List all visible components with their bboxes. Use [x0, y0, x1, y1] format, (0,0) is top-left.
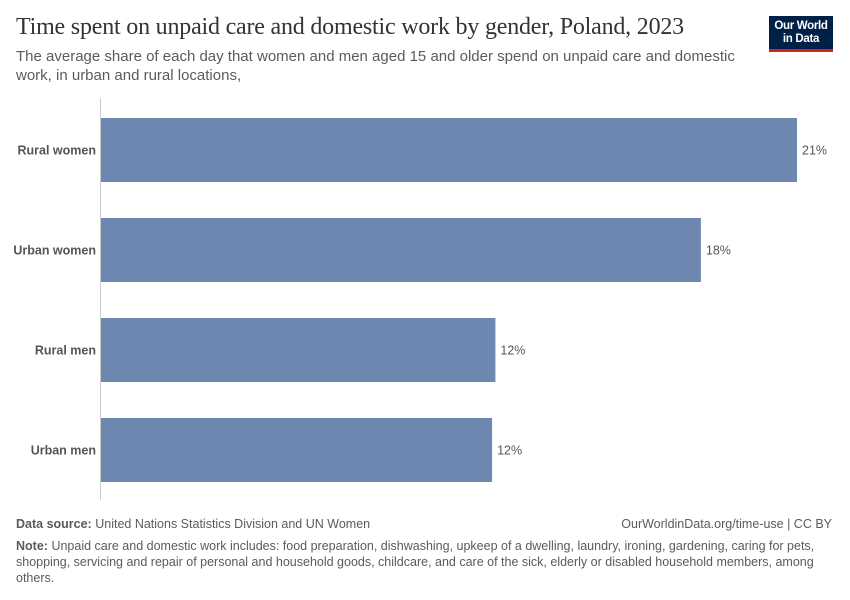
bar-rural-women[interactable] [101, 118, 797, 182]
source-url-link[interactable]: OurWorldinData.org/time-use | CC BY [621, 517, 832, 531]
chart-subtitle: The average share of each day that women… [16, 48, 735, 84]
source-text: United Nations Statistics Division and U… [95, 517, 371, 531]
category-label: Rural women [18, 144, 97, 158]
chart-title: Time spent on unpaid care and domestic w… [16, 14, 684, 40]
bar-rural-men[interactable] [101, 318, 496, 382]
note-text: Unpaid care and domestic work includes: … [16, 539, 815, 585]
category-label: Rural men [35, 344, 96, 358]
data-label: 18% [706, 244, 731, 258]
bar-urban-women[interactable] [101, 218, 701, 282]
category-label: Urban women [13, 244, 96, 258]
bar-urban-men[interactable] [101, 418, 493, 482]
owid-logo[interactable]: Our World in Data [769, 16, 833, 52]
data-label: 12% [500, 344, 525, 358]
category-label: Urban men [31, 444, 96, 458]
data-label: 21% [802, 144, 827, 158]
chart-note: Note: Unpaid care and domestic work incl… [16, 538, 831, 586]
data-label: 12% [497, 444, 522, 458]
source-label: Data source: [16, 517, 92, 531]
note-label: Note: [16, 539, 48, 553]
data-source: Data source: United Nations Statistics D… [16, 517, 370, 531]
